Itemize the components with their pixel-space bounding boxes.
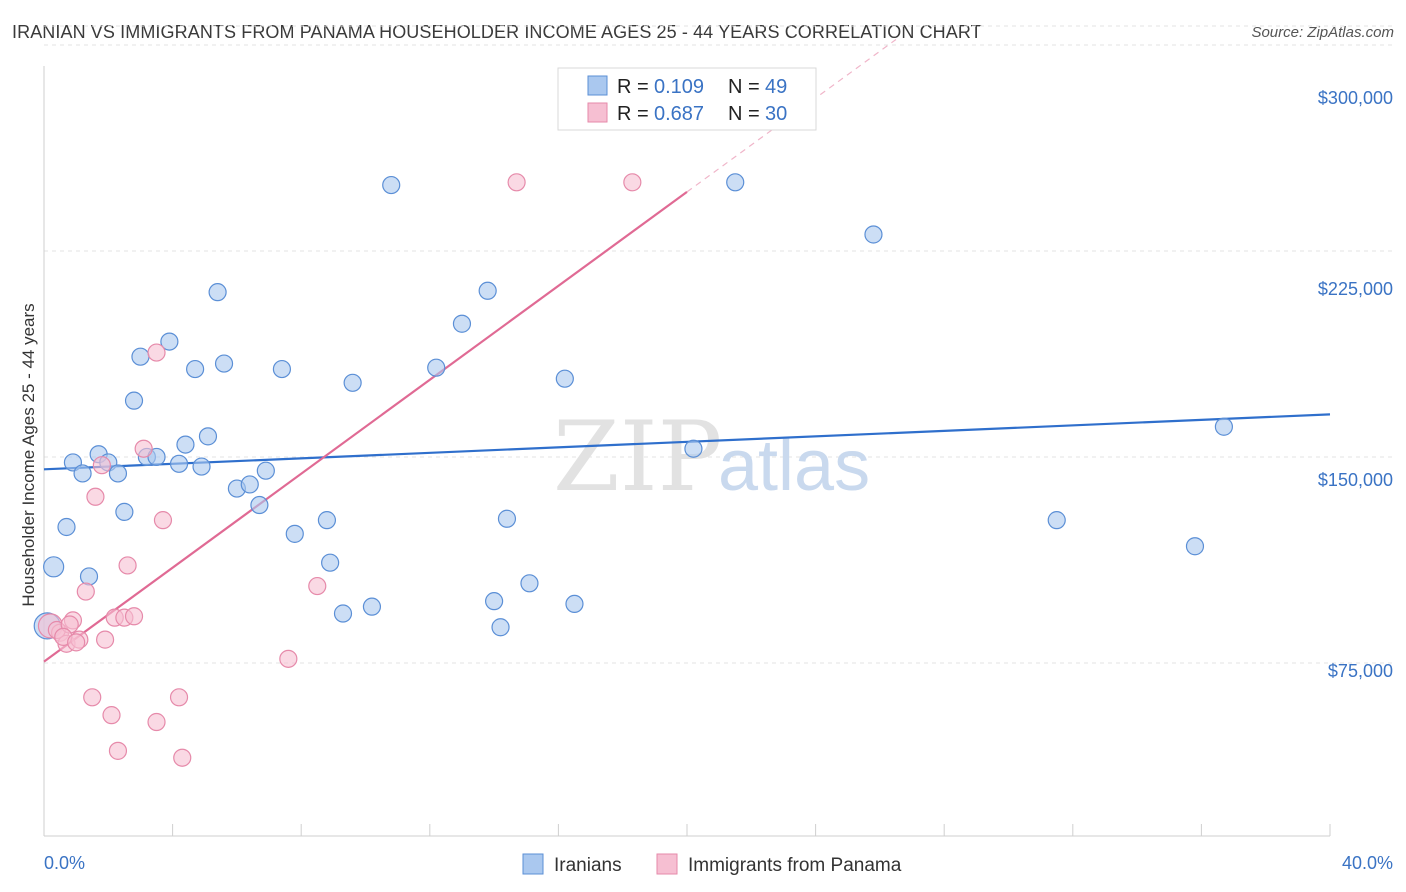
point-panama-23 [308,576,327,596]
chart-title: IRANIAN VS IMMIGRANTS FROM PANAMA HOUSEH… [12,22,982,42]
point-panama-7 [86,487,105,506]
point-iranians-46 [1185,537,1205,556]
point-panama-9 [95,630,115,649]
point-iranians-14 [169,454,189,473]
point-iranians-12 [147,447,166,467]
point-panama-17 [147,343,166,362]
point-panama-19 [153,511,173,530]
point-iranians-25 [272,359,292,379]
point-iranians-27 [317,511,337,530]
x-tick-min: 0.0% [44,853,85,873]
grid-lines [44,25,1393,664]
source-credit: Source: ZipAtlas.com [1251,24,1394,41]
point-panama-10 [102,706,121,725]
point-iranians-3 [73,464,92,483]
axes [43,66,1331,837]
legend-r-label-2: R = [617,103,649,125]
bottom-legend-swatch-panama [656,853,678,875]
point-panama-29 [67,633,86,652]
point-iranians-9 [124,391,144,410]
y-tick-225000: $225,000 [1318,279,1393,299]
legend: R = 0.109 N = 49 R = 0.687 N = 30 [557,67,817,131]
trend-lines [43,38,1331,663]
bottom-legend: Iranians Immigrants from Panama [522,853,902,876]
point-iranians-33 [427,358,446,377]
point-iranians-43 [726,173,745,192]
point-panama-22 [279,649,298,668]
point-panama-24 [507,173,526,192]
point-panama-21 [173,748,192,767]
point-iranians-42 [684,439,703,458]
trend-line-panama [43,191,688,663]
point-iranians-10 [131,347,150,366]
point-iranians-30 [343,373,362,392]
point-panama-25 [623,173,642,192]
y-tick-150000: $150,000 [1318,470,1393,490]
point-iranians-4 [79,567,99,586]
point-iranians-8 [115,502,134,521]
data-points [33,173,1234,767]
legend-r-value-1: 0.109 [654,76,704,98]
watermark: ZIP atlas [553,401,870,513]
point-panama-8 [92,456,111,475]
point-panama-14 [118,556,137,575]
point-iranians-26 [285,524,304,543]
point-iranians-7 [108,464,128,483]
point-iranians-18 [198,427,218,446]
point-iranians-32 [382,175,401,195]
point-panama-20 [169,688,189,707]
point-iranians-39 [520,574,539,593]
x-tick-max: 40.0% [1342,853,1393,873]
point-iranians-29 [333,604,353,623]
point-iranians-1 [57,517,76,537]
legend-r-value-2: 0.687 [654,103,704,125]
y-tick-75000: $75,000 [1328,661,1393,681]
legend-n-label-1: N = [728,76,760,98]
point-iranians-34 [452,314,472,333]
legend-swatch-iranians [587,75,608,96]
point-panama-6 [83,688,102,707]
point-panama-12 [108,741,128,760]
point-iranians-23 [250,495,269,515]
point-iranians-31 [362,597,382,616]
point-iranians-45 [1047,511,1066,530]
point-iranians-35 [478,281,497,300]
point-panama-15 [124,607,144,626]
point-iranians-15 [176,435,195,454]
point-iranians-47 [1214,417,1234,436]
point-iranians-36 [485,592,504,611]
point-iranians-17 [192,457,211,476]
legend-swatch-panama [587,102,608,123]
legend-n-value-2: 30 [765,103,787,125]
point-iranians-13 [160,332,179,351]
point-iranians-38 [497,509,517,528]
y-axis-label: Householder Income Ages 25 - 44 years [19,303,38,606]
point-iranians-22 [240,475,259,494]
point-iranians-20 [214,354,234,373]
trend-line-iranians [43,413,1331,471]
point-iranians-24 [256,461,275,480]
point-panama-16 [134,439,153,458]
point-iranians-0 [43,556,65,578]
point-iranians-44 [864,225,883,244]
point-iranians-40 [555,369,574,388]
point-iranians-41 [565,594,584,614]
point-panama-18 [147,712,166,732]
legend-n-value-1: 49 [765,76,787,98]
legend-r-label-1: R = [617,76,649,98]
point-iranians-37 [491,618,510,637]
y-tick-300000: $300,000 [1318,88,1393,108]
point-iranians-16 [186,359,205,379]
bottom-legend-label-panama: Immigrants from Panama [688,855,902,876]
point-iranians-28 [321,553,340,572]
point-iranians-19 [208,283,227,302]
bottom-legend-swatch-iranians [522,853,544,875]
legend-n-label-2: N = [728,103,760,125]
bottom-legend-label-iranians: Iranians [554,855,622,876]
point-panama-5 [76,582,95,601]
